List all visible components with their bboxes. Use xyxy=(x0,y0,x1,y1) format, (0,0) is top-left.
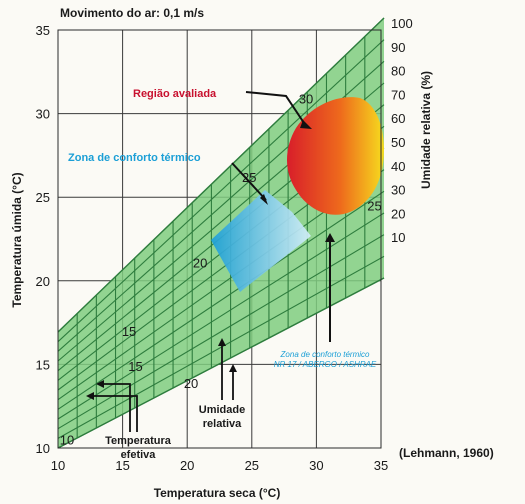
y-tick-label: 20 xyxy=(36,274,50,289)
x-tick-label: 30 xyxy=(309,458,323,473)
y-axis-label-right: Umidade relativa (%) xyxy=(419,71,433,189)
y-tick-label: 25 xyxy=(36,190,50,205)
plot-frame xyxy=(57,29,382,449)
x-tick-label: 15 xyxy=(115,458,129,473)
chart-title: Movimento do ar: 0,1 m/s xyxy=(60,6,204,20)
pointer-efetiva-1 xyxy=(100,383,131,432)
rh-tick-label: 30 xyxy=(391,183,405,198)
band-edge-top xyxy=(57,17,385,333)
comfort-zone xyxy=(211,190,311,292)
pointer-umidade-2-head xyxy=(229,364,237,372)
rh-tick-label: 90 xyxy=(391,40,405,55)
label-umidade-line1: Umidade xyxy=(199,404,245,416)
y-tick-label: 10 xyxy=(36,441,50,456)
rh-tick-label: 20 xyxy=(391,206,405,221)
effective-temp-labels: 10 15 20 25 30 15 20 25 xyxy=(60,92,382,448)
rh-line xyxy=(57,39,385,343)
label-umidade-line2: relativa xyxy=(203,418,242,430)
label-regiao-avaliada: Região avaliada xyxy=(133,88,217,100)
arrow-regiao xyxy=(245,91,307,127)
x-tick-label: 20 xyxy=(180,458,194,473)
effective-temp-label: 20 xyxy=(184,376,198,391)
y-axis-label-left: Temperatura úmida (°C) xyxy=(10,172,24,307)
effective-temp-label: 15 xyxy=(128,359,142,374)
x-tick-label: 10 xyxy=(51,458,65,473)
y-tick-label: 30 xyxy=(36,107,50,122)
pointer-efetiva-2-head xyxy=(86,392,94,400)
source-citation: (Lehmann, 1960) xyxy=(399,446,494,460)
arrow-zona xyxy=(231,162,267,201)
effective-temp-label: 20 xyxy=(193,255,207,270)
effective-temp-label: 15 xyxy=(122,324,136,339)
effective-temp-label: 10 xyxy=(60,433,74,448)
pointer-efetiva-1-head xyxy=(96,380,104,388)
arrowhead-zona xyxy=(260,194,268,205)
x-axis-label: Temperatura seca (°C) xyxy=(154,486,281,500)
pointer-efetiva-2 xyxy=(90,395,138,432)
y-tick-label: 15 xyxy=(36,357,50,372)
rh-tick-label: 10 xyxy=(391,230,405,245)
label-temp-efetiva-line2: efetiva xyxy=(121,449,157,461)
rh-tick-label: 60 xyxy=(391,111,405,126)
zones xyxy=(211,97,384,292)
evaluated-region xyxy=(287,97,384,215)
rh-tick-label: 100 xyxy=(391,16,413,31)
effective-temp-label: 30 xyxy=(299,92,313,107)
x-tick-label: 25 xyxy=(245,458,259,473)
annotations: Movimento do ar: 0,1 m/s Temperatura sec… xyxy=(10,6,494,500)
effective-temp-label: 25 xyxy=(367,199,381,214)
rh-tick-label: 40 xyxy=(391,159,405,174)
label-temp-efetiva-line1: Temperatura xyxy=(105,435,172,447)
axes xyxy=(57,29,382,449)
rh-tick-label: 80 xyxy=(391,64,405,79)
rh-tick-label: 70 xyxy=(391,87,405,102)
pointer-umidade-1-head xyxy=(218,338,226,346)
label-zona-nr17-line1: Zona de conforto térmico xyxy=(280,350,370,359)
y-tick-label: 35 xyxy=(36,23,50,38)
arrowhead-regiao xyxy=(300,120,312,129)
effective-temp-label: 25 xyxy=(242,170,256,185)
rh-line xyxy=(57,190,385,410)
pointer-nr17-head xyxy=(325,233,335,242)
label-zona-conforto: Zona de conforto térmico xyxy=(68,152,201,164)
ticks: 10 15 20 25 30 35 10 15 20 25 30 35 100 90 80 70 60 50 40 3… xyxy=(36,16,413,473)
x-tick-label: 35 xyxy=(374,458,388,473)
label-zona-nr17-line2: NR 17 / ABERGO / ASHRAE xyxy=(274,360,377,369)
rh-tick-label: 50 xyxy=(391,135,405,150)
